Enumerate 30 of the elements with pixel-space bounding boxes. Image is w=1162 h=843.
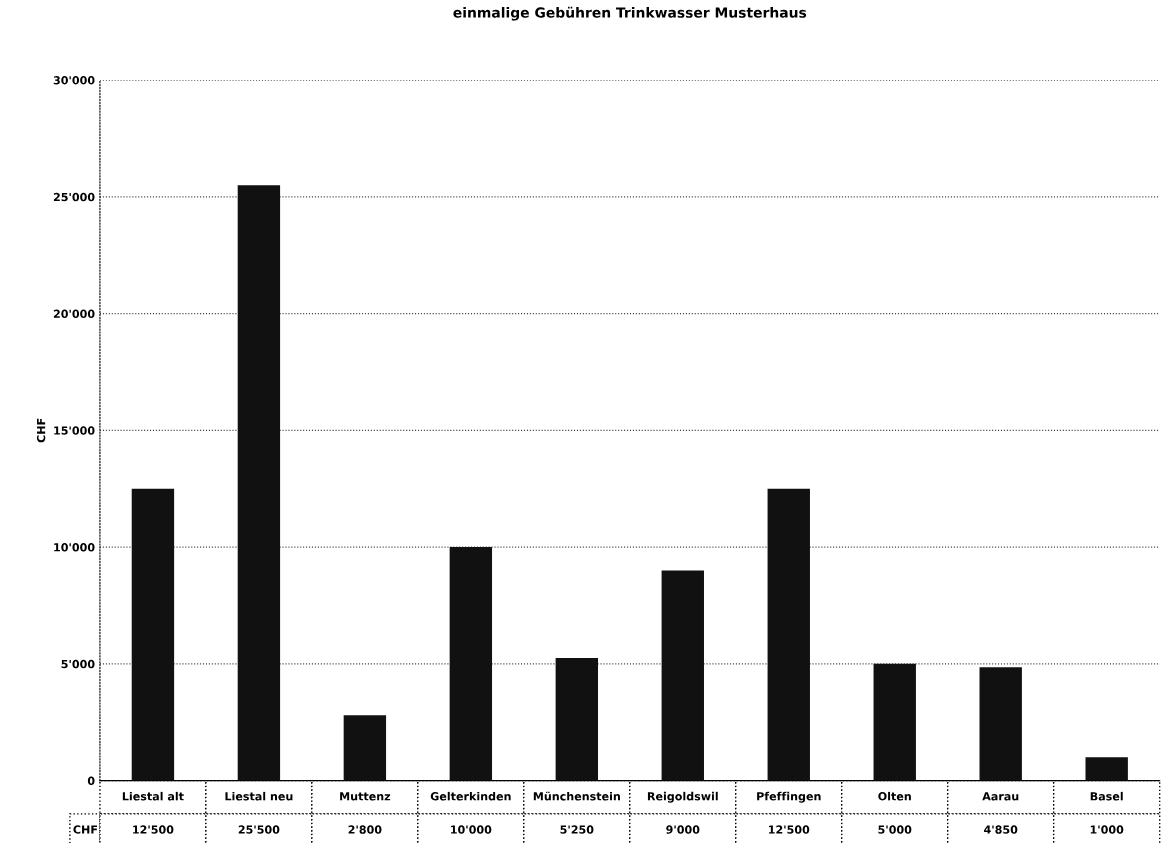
x-tick-label: Reigoldswil (647, 791, 718, 803)
y-tick-label: 10'000 (54, 543, 95, 552)
y-tick-label: 20'000 (53, 309, 95, 318)
x-tick-label: Liestal neu (225, 791, 293, 801)
y-tick-label: 25'000 (53, 192, 95, 202)
x-tick-label: Basel (1090, 791, 1123, 801)
data-label: 9'000 (666, 825, 700, 834)
data-label: 10'000 (451, 825, 492, 834)
y-tick-label: 5'000 (61, 659, 95, 669)
data-label: 4'850 (984, 825, 1018, 834)
chart-title: einmalige Gebühren Trinkwasser Musterhaus (453, 6, 807, 21)
x-tick-label: Olten (878, 791, 911, 801)
data-label: 5'250 (560, 825, 594, 834)
y-tick-label: 0 (87, 776, 95, 785)
data-label: 25'500 (238, 825, 280, 834)
text: CHF (73, 825, 97, 834)
data-label: 12'500 (768, 825, 810, 834)
y-tick-label: 15'000 (54, 426, 95, 435)
x-tick-label: Pfeffingen (757, 791, 821, 803)
x-tick-label: Muttenz (340, 792, 391, 801)
y-axis-title: CHF (36, 418, 46, 443)
data-label: 1'000 (1090, 825, 1124, 834)
x-tick-label: Aarau (982, 792, 1019, 801)
y-tick-label: 30'000 (53, 76, 95, 85)
data-label: 2'800 (348, 825, 382, 834)
data-label: 5'000 (878, 825, 912, 834)
data-label: 12'500 (133, 825, 174, 834)
x-tick-label: Liestal alt (122, 791, 184, 801)
x-tick-label: Gelterkinden (430, 791, 511, 801)
x-tick-label: Münchenstein (533, 791, 620, 801)
